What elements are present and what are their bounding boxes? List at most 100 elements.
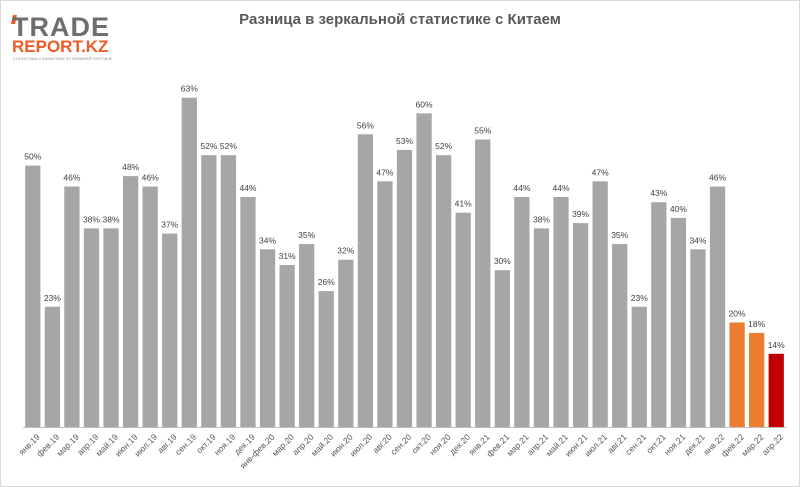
chart-title: Разница в зеркальной статистике с Китаем — [239, 11, 561, 28]
data-label-дек.21: 34% — [689, 235, 706, 245]
data-label-окт.20: 60% — [416, 99, 433, 109]
x-tick-мар.20: мар.20 — [270, 432, 296, 458]
x-tick-ноя.19: ноя.19 — [212, 432, 238, 458]
data-label-фев.21: 30% — [494, 256, 511, 266]
x-tick-ноя.20: ноя.20 — [427, 432, 453, 458]
x-tick-сен.20: сен.20 — [388, 432, 413, 457]
trade-report-logo: TRADE REPORT.KZ СТАТИСТИКА И АНАЛИТИКА П… — [11, 12, 112, 64]
data-label-ноя.21: 40% — [670, 204, 687, 214]
x-tick-июл.21: июл.21 — [582, 432, 609, 459]
bar-фев.22 — [729, 322, 745, 427]
data-label-мар.21: 44% — [513, 183, 530, 193]
bar-ноя.20 — [435, 155, 452, 427]
bar-янв.21 — [475, 139, 491, 427]
data-label-янв.22: 46% — [709, 173, 726, 183]
bar-фев.19 — [44, 306, 60, 427]
x-tick-мар.19: мар.19 — [55, 432, 81, 458]
bar-мар.20 — [279, 264, 295, 427]
data-label-апр.21: 38% — [533, 214, 550, 224]
bar-июл.19 — [142, 186, 158, 427]
data-label-ноя.20: 52% — [435, 141, 452, 151]
bar-сен.19 — [181, 97, 197, 427]
data-label-апр.22: 14% — [768, 340, 785, 350]
x-tick-июл.19: июл.19 — [132, 432, 159, 459]
logo-tagline: СТАТИСТИКА И АНАЛИТИКА ПО ВНЕШНЕЙ ТОРГОВ… — [13, 57, 113, 61]
bar-авг.21 — [612, 244, 628, 427]
x-tick-июл.20: июл.20 — [348, 432, 375, 459]
bar-мар.21 — [514, 197, 530, 427]
bar-мар.19 — [64, 186, 80, 427]
data-label-май.19: 38% — [103, 214, 120, 224]
bar-мар.22 — [749, 332, 765, 427]
bar-июн.19 — [122, 176, 139, 427]
bar-окт.19 — [201, 155, 217, 427]
x-tick-ноя.21: ноя.21 — [662, 432, 688, 458]
data-label-май.20: 26% — [318, 277, 335, 287]
data-labels-group: 50%23%46%38% 38%48%46%37%63%52% 52%44%34%3… — [24, 84, 785, 350]
bar-авг.20 — [377, 181, 393, 427]
data-label-мар.19: 46% — [63, 173, 80, 183]
data-label-янв.19: 50% — [24, 152, 41, 162]
data-label-сен.21: 23% — [631, 293, 648, 303]
data-label-сен.20: 53% — [396, 136, 413, 146]
bar-июл.21 — [592, 181, 608, 427]
data-label-июл.21: 47% — [592, 167, 609, 177]
data-label-фев.22: 20% — [729, 308, 746, 318]
bar-янв-фев.20 — [259, 249, 276, 427]
bar-фев.21 — [494, 270, 510, 427]
data-label-окт.19: 52% — [200, 141, 217, 151]
logo-line1: TRADE — [12, 12, 110, 42]
x-tick-сен.21: сен.21 — [623, 432, 648, 457]
bar-апр.21 — [533, 228, 550, 427]
data-label-мар.22: 18% — [748, 319, 765, 329]
data-label-июн.21: 39% — [572, 209, 589, 219]
bar-ноя.21 — [670, 217, 687, 427]
data-label-авг.20: 47% — [376, 167, 393, 177]
data-label-июл.19: 46% — [142, 173, 159, 183]
data-label-авг.19: 37% — [161, 220, 178, 230]
bar-май.19 — [103, 228, 119, 427]
data-label-июл.20: 56% — [357, 120, 374, 130]
bar-сен.20 — [396, 149, 413, 428]
bar-апр.22 — [768, 353, 784, 427]
bar-май.20 — [318, 291, 334, 427]
bar-дек.21 — [690, 249, 706, 427]
x-tick-апр.22: апр.22 — [760, 432, 786, 458]
x-tick-мар.22: мар.22 — [739, 432, 765, 458]
bar-апр.19 — [83, 228, 100, 427]
data-label-янв.21: 55% — [474, 126, 491, 136]
x-tick-labels-group: янв.19фев.19мар.19апр.19май.19июн.19июл.… — [17, 432, 786, 471]
data-label-июн.20: 32% — [337, 246, 354, 256]
data-label-мар.20: 31% — [279, 251, 296, 261]
bar-ноя.19 — [220, 155, 237, 427]
data-label-фев.19: 23% — [44, 293, 61, 303]
x-tick-мар.21: мар.21 — [505, 432, 531, 458]
bar-дек.20 — [455, 212, 471, 427]
data-label-дек.20: 41% — [455, 199, 472, 209]
x-tick-сен.19: сен.19 — [173, 432, 198, 457]
data-label-апр.19: 38% — [83, 214, 100, 224]
data-label-ноя.19: 52% — [220, 141, 237, 151]
bar-янв.19 — [25, 165, 41, 428]
data-label-дек.19: 44% — [239, 183, 256, 193]
logo-line2: REPORT.KZ — [12, 37, 109, 56]
data-label-янв-фев.20: 34% — [259, 235, 276, 245]
bar-июн.21 — [572, 223, 589, 427]
data-label-сен.19: 63% — [181, 84, 198, 94]
data-label-апр.20: 35% — [298, 230, 315, 240]
bar-янв.22 — [709, 186, 726, 427]
bar-сен.21 — [631, 306, 647, 427]
bar-окт.20 — [416, 113, 432, 427]
bar-окт.21 — [651, 202, 667, 427]
data-label-май.21: 44% — [553, 183, 570, 193]
bar-апр.20 — [299, 244, 315, 427]
data-label-авг.21: 35% — [611, 230, 628, 240]
bar-авг.19 — [162, 233, 178, 427]
bar-дек.19 — [240, 197, 256, 427]
bars-group — [25, 97, 784, 428]
data-label-окт.21: 43% — [650, 188, 667, 198]
bar-май.21 — [553, 197, 569, 427]
bar-июл.20 — [357, 134, 374, 428]
bar-июн.20 — [338, 259, 354, 427]
